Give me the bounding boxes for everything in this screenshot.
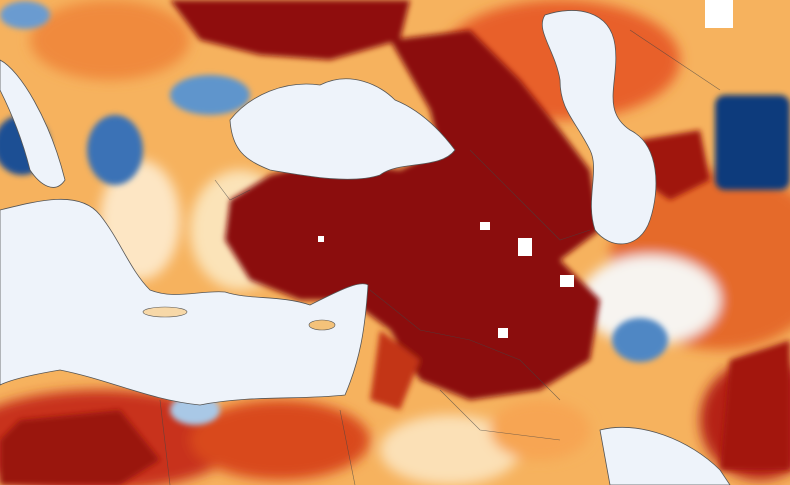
- caspian-sea: [541, 10, 657, 245]
- borders: [159, 29, 721, 485]
- mediterranean: [0, 198, 369, 406]
- islands: [142, 306, 336, 331]
- persian-gulf: [599, 427, 731, 485]
- black-sea: [229, 78, 456, 180]
- pixels: [318, 0, 733, 338]
- seas: [0, 10, 731, 485]
- adriatic: [0, 59, 66, 188]
